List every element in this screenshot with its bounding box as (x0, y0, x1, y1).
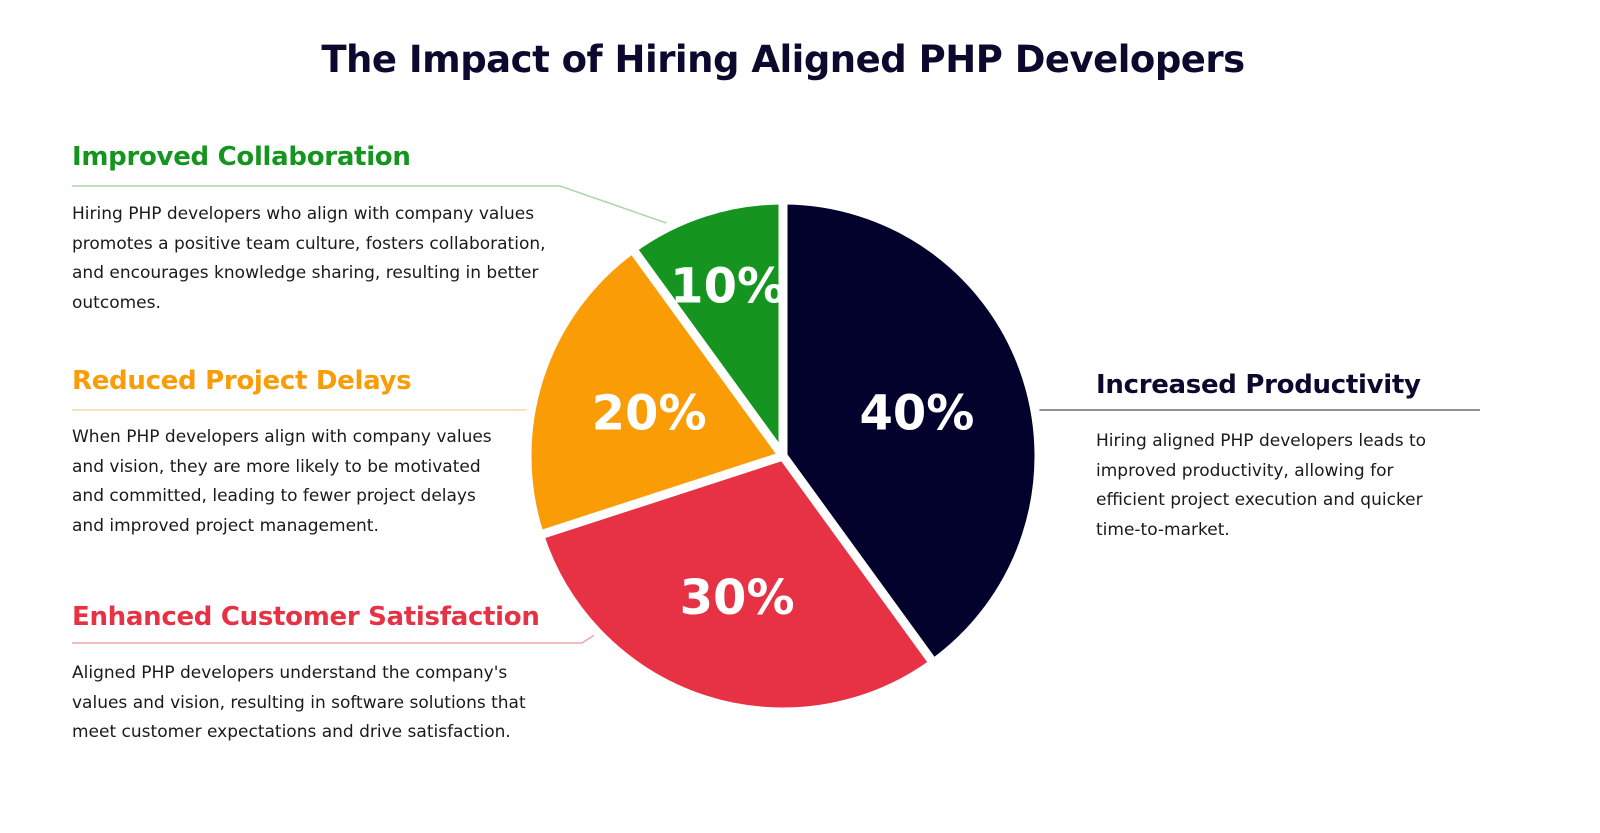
text-line: When PHP developers align with company v… (72, 427, 492, 447)
pie-slice-30 (535, 451, 938, 717)
text-line: efficient project execution and quicker (1096, 490, 1423, 510)
text-line: and vision, they are more likely to be m… (72, 456, 481, 477)
text-line: time-to-market. (1096, 519, 1230, 540)
heading-productivity: Increased Productivity (1096, 370, 1421, 400)
text-productivity: Hiring aligned PHP developers leads to i… (1096, 427, 1426, 545)
text-line: Hiring aligned PHP developers leads to (1096, 431, 1427, 451)
text-line: and encourages knowledge sharing, result… (72, 263, 539, 283)
page-title: The Impact of Hiring Aligned PHP Develop… (321, 38, 1245, 81)
slice-label: 20% (592, 385, 707, 441)
pie-slice-40 (778, 195, 1044, 668)
slice-label: 10% (670, 259, 785, 315)
text-satisfaction: Aligned PHP developers understand the co… (72, 659, 526, 748)
text-line: outcomes. (72, 292, 161, 313)
text-delays: When PHP developers align with company v… (72, 423, 492, 541)
heading-collaboration: Improved Collaboration (72, 142, 411, 172)
slice-label: 40% (859, 385, 974, 441)
pie-slice-20 (522, 244, 788, 540)
leader-line-collaboration (72, 185, 673, 226)
text-line: and improved project management. (72, 515, 379, 536)
text-line: meet customer expectations and drive sat… (72, 722, 511, 742)
text-line: Aligned PHP developers understand the co… (72, 663, 508, 683)
pie-slice-10 (628, 195, 788, 461)
text-line: and committed, leading to fewer project … (72, 486, 476, 506)
text-line: improved productivity, allowing for (1096, 460, 1394, 481)
text-line: promotes a positive team culture, foster… (72, 233, 546, 254)
text-line: Hiring PHP developers who align with com… (72, 204, 535, 224)
text-collaboration: Hiring PHP developers who align with com… (72, 200, 546, 318)
text-line: values and vision, resulting in software… (72, 692, 526, 713)
heading-satisfaction: Enhanced Customer Satisfaction (72, 602, 540, 632)
slice-label: 30% (680, 570, 795, 626)
heading-delays: Reduced Project Delays (72, 366, 412, 396)
